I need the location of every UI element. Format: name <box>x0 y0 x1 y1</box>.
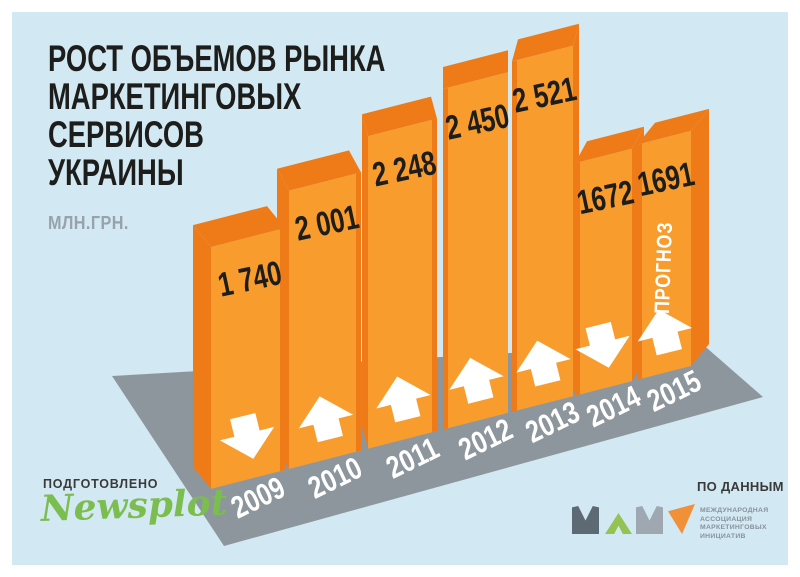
title-line-2: МАРКЕТИНГОВЫХ <box>48 76 302 117</box>
bar-top-2012 <box>443 50 508 89</box>
bar-side-2009 <box>193 225 211 489</box>
mami-org-line: ИНИЦИАТИВ <box>700 532 746 540</box>
title-line-4: УКРАИНЫ <box>48 152 184 193</box>
mami-org-line: МАРКЕТИНГОВЫХ <box>700 524 767 532</box>
trend-arrow-up-2015 <box>637 309 693 356</box>
bar-front-2012 <box>443 72 508 430</box>
bar-edge-2009 <box>280 228 285 471</box>
bar-top-2013 <box>512 23 579 62</box>
trend-arrow-down-2014 <box>575 321 630 368</box>
bar-top-2015 <box>637 108 709 145</box>
mami-org-name: МЕЖДУНАРОДНАЯ АССОЦИАЦИЯ МАРКЕТИНГОВЫХ И… <box>700 507 770 541</box>
trend-arrow-up-2013 <box>516 340 571 387</box>
bar-top-2009 <box>193 206 285 248</box>
mami-letter-m2-icon <box>636 506 663 534</box>
title-line-1: РОСТ ОБЪЕМОВ РЫНКА <box>48 38 386 79</box>
bar-front-2009 <box>211 228 285 489</box>
mami-logo: МЕЖДУНАРОДНАЯ АССОЦИАЦИЯ МАРКЕТИНГОВЫХ И… <box>572 504 772 549</box>
bar-edge-2011 <box>432 118 437 432</box>
bar-edge-2014 <box>575 162 580 396</box>
annotation-label-2015: ПРОГНОЗ <box>651 221 678 314</box>
bar-side-2011 <box>362 114 368 449</box>
title-line-3: СЕРВИСОВ <box>48 114 204 155</box>
bar-edge-2010 <box>356 172 361 452</box>
prepared-by-label: ПОДГОТОВЛЕНО <box>43 477 159 491</box>
bar-front-2010 <box>289 172 361 469</box>
mami-letter-m1-icon <box>572 506 599 534</box>
bar-edge-2015 <box>637 143 642 380</box>
bar-top-2014 <box>575 126 644 164</box>
bar-front-2013 <box>512 45 573 412</box>
mami-letter-i-icon <box>668 504 695 534</box>
trend-arrow-up-2010 <box>298 396 354 443</box>
trend-arrow-up-2012 <box>449 357 504 404</box>
units-label: МЛН.ГРН. <box>48 213 129 233</box>
mami-org-line: АССОЦИАЦИЯ <box>700 515 753 523</box>
mami-letter-a-icon <box>605 513 632 534</box>
bar-top-2010 <box>277 150 361 191</box>
bar-edge-2012 <box>443 88 448 430</box>
bar-edge-2013 <box>512 60 517 412</box>
data-source-label: ПО ДАННЫМ <box>697 479 784 494</box>
trend-arrow-down-2009 <box>219 413 275 459</box>
trend-arrow-up-2011 <box>376 376 431 423</box>
page-title: РОСТ ОБЪЕМОВ РЫНКА МАРКЕТИНГОВЫХ СЕРВИСО… <box>48 40 385 192</box>
bar-front-2011 <box>368 118 437 449</box>
bar-top-2011 <box>362 96 437 137</box>
bar-front-2015 <box>637 130 691 380</box>
bar-side-2015 <box>691 108 709 367</box>
newsplot-logo: Newsplot <box>40 481 228 530</box>
mami-org-line: МЕЖДУНАРОДНАЯ <box>700 507 769 514</box>
